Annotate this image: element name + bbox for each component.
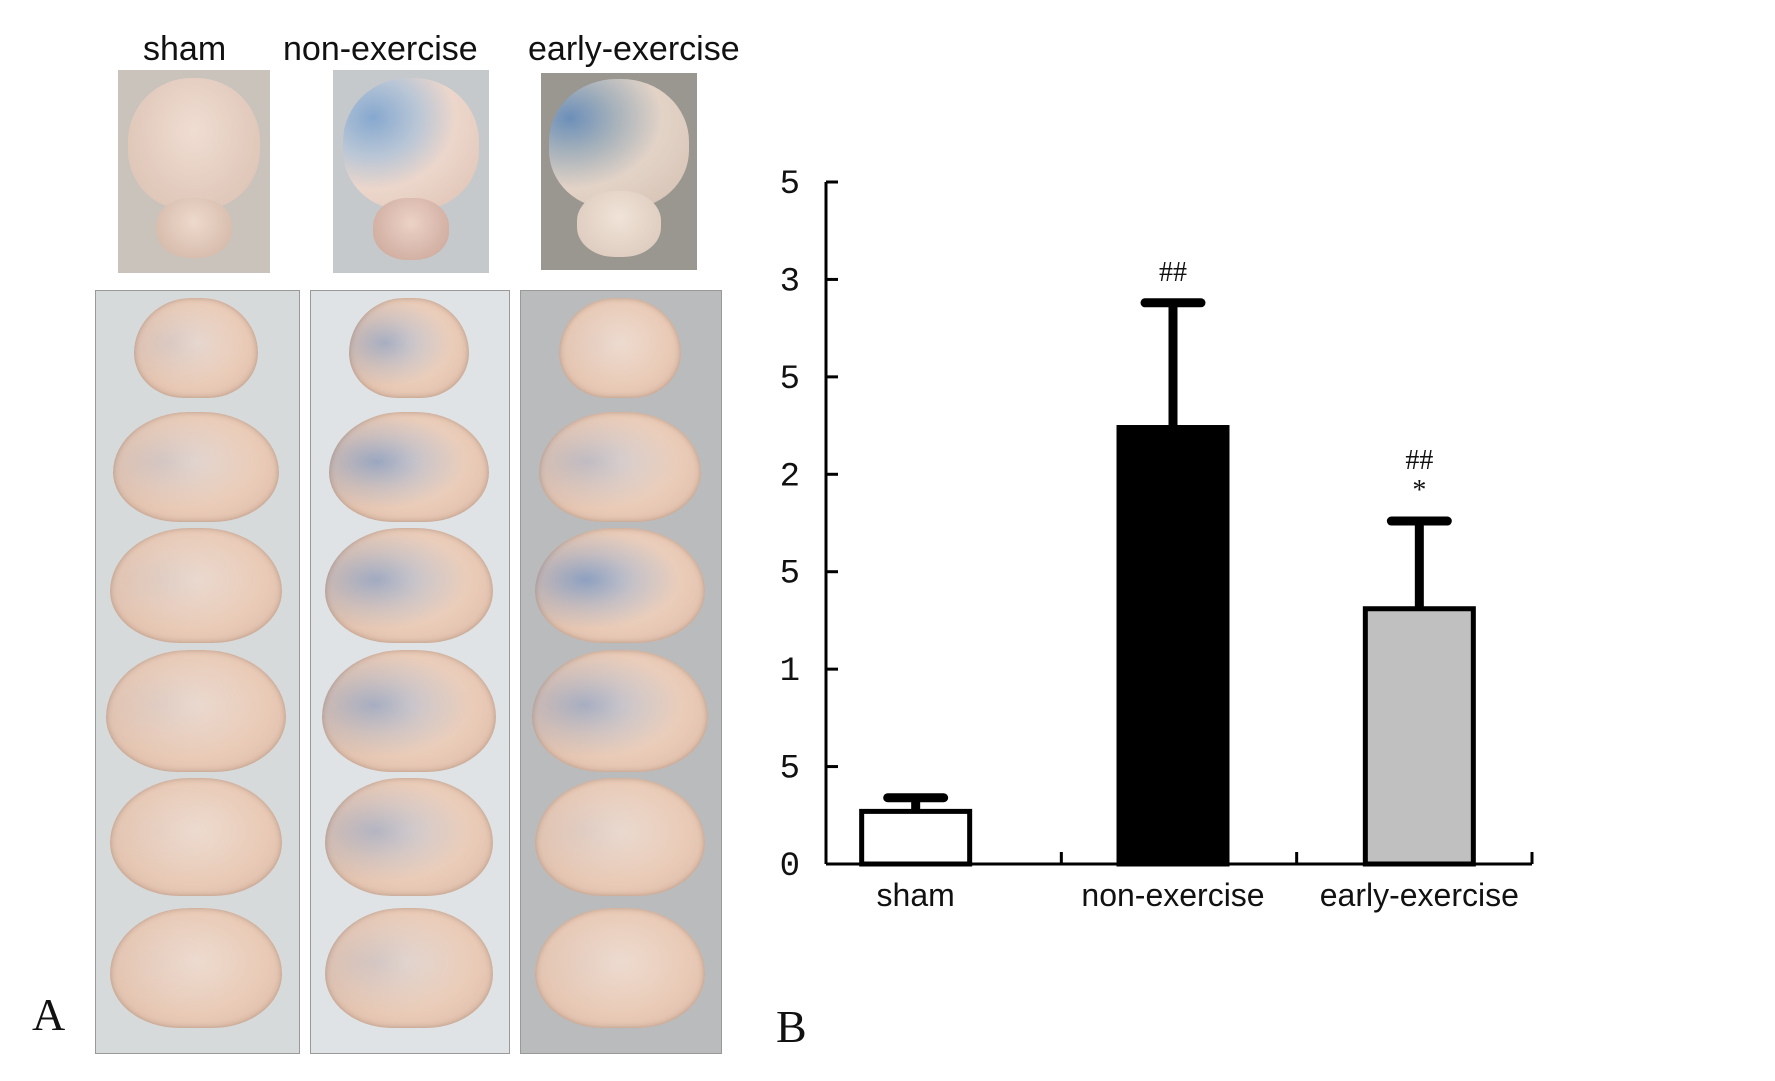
bar-sham [859,808,973,867]
whole-brain-photo-early-exercise [541,73,697,270]
column-label-non-exercise: non-exercise [283,30,478,68]
y-tick-label: 2. 5 [770,361,800,399]
coronal-slice-early-exercise [559,298,681,398]
coronal-slice-non-exercise [325,528,493,643]
significance-mark-non-exercise: ## [1159,257,1187,288]
brain-dorsal-view [549,79,689,209]
bar-early-exercise [1362,606,1476,867]
cerebellum [577,191,661,257]
coronal-slice-early-exercise [539,412,701,522]
significance-mark-early-exercise: * [1412,475,1426,506]
coronal-slice-non-exercise [325,908,493,1028]
column-label-early-exercise: early-exercise [528,30,740,68]
y-tick-label: 0 [780,848,800,886]
significance-mark-early-exercise: ## [1405,445,1433,476]
coronal-slice-sham [109,778,283,896]
y-tick-label: 3 [780,263,800,301]
chart-bars [859,298,1476,867]
cerebellum [373,198,449,260]
whole-brain-photo-non-exercise [333,70,489,273]
coronal-slice-early-exercise [535,908,705,1028]
x-category-label: non-exercise [1081,877,1264,913]
coronal-slice-non-exercise [328,412,490,522]
y-tick-label: 1 [780,653,800,691]
bar-non-exercise [1116,425,1230,867]
coronal-slice-early-exercise [535,778,705,896]
cerebellum [156,198,232,258]
coronal-slice-sham [113,412,279,522]
column-label-sham: sham [143,30,227,68]
brain-dorsal-view [128,78,260,210]
coronal-slice-early-exercise [531,650,709,772]
coronal-slice-non-exercise [325,778,493,896]
x-category-label: sham [877,877,955,913]
coronal-slice-non-exercise [321,650,497,772]
coronal-slice-sham [105,650,287,772]
whole-brain-photo-sham [118,70,270,273]
coronal-slice-non-exercise [348,298,470,398]
y-tick-label: 2 [780,458,800,496]
coronal-slice-sham [133,298,259,398]
y-tick-label: 1. 5 [770,556,800,594]
eb-content-bar-chart: 00. 511. 522. 533. 5EB content(ug/g)sham… [770,170,1534,913]
panel-label-a: A [32,989,66,1040]
coronal-slice-sham [109,908,283,1028]
y-tick-label: 3. 5 [770,170,800,204]
coronal-slice-sham [109,528,283,643]
coronal-slice-early-exercise [535,528,705,643]
panel-label-b: B [776,1001,807,1052]
y-tick-label: 0. 5 [770,751,800,789]
chart-labels: 00. 511. 522. 533. 5EB content(ug/g)sham… [770,170,1519,913]
x-category-label: early-exercise [1320,877,1519,913]
brain-dorsal-view [343,78,479,210]
